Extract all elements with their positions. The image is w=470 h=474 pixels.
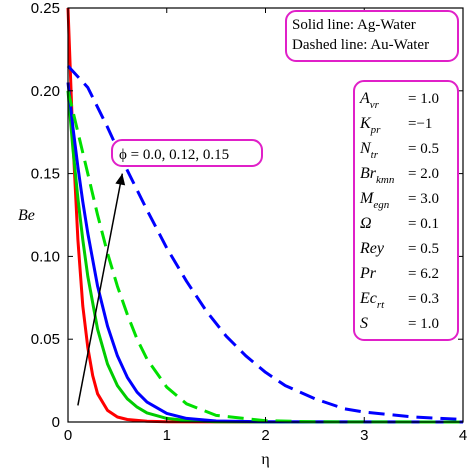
parameter-label: Brkmn xyxy=(360,165,395,186)
parameter-box xyxy=(353,80,459,341)
phi-label: ϕ = 0.0, 0.12, 0.15 xyxy=(119,147,229,163)
parameter-label: Rey xyxy=(359,240,385,257)
annotations: Solid line: Ag-Water Dashed line: Au-Wate… xyxy=(77,10,459,406)
increase-arrow-head xyxy=(115,173,126,186)
x-tick-label: 1 xyxy=(163,427,171,444)
parameter-label: Ntr xyxy=(359,140,379,161)
y-tick-label: 0.10 xyxy=(31,248,60,265)
parameter-value: = 2.0 xyxy=(408,166,439,182)
y-tick-label: 0.05 xyxy=(31,331,60,348)
parameter-value: = 1.0 xyxy=(408,316,439,332)
y-tick-label: 0 xyxy=(52,414,60,431)
increase-arrow-shaft xyxy=(77,173,124,406)
parameter-value: = 0.5 xyxy=(408,141,439,157)
series-line-4 xyxy=(66,90,464,424)
parameter-value: =−1 xyxy=(408,116,432,132)
parameter-label: Avr xyxy=(359,90,380,111)
legend-line: Dashed line: Au-Water xyxy=(292,37,429,53)
legend-line: Solid line: Ag-Water xyxy=(292,17,416,33)
parameter-label: Pr xyxy=(359,265,377,282)
y-axis-label: Be xyxy=(18,207,35,224)
legend-box xyxy=(285,10,459,62)
y-tick-label: 0.15 xyxy=(31,166,60,183)
y-tick-label: 0.25 xyxy=(31,0,60,17)
parameter-value: = 0.1 xyxy=(408,216,439,232)
parameter-value: = 6.2 xyxy=(408,266,439,282)
axis-ticks: 0 1 2 3 4 0 0.05 0.10 0.15 0.20 0.25 xyxy=(31,0,467,444)
y-tick-label: 0.20 xyxy=(31,83,60,100)
phi-label-box xyxy=(111,139,263,167)
parameter-label: S xyxy=(360,315,368,332)
parameter-label: Megn xyxy=(359,190,390,211)
x-tick-label: 3 xyxy=(360,427,368,444)
parameter-label: Ecrt xyxy=(359,290,385,311)
parameter-label: Ω xyxy=(360,215,372,232)
parameter-label: Kpr xyxy=(359,115,381,136)
parameter-value: = 3.0 xyxy=(408,191,439,207)
x-tick-label: 0 xyxy=(64,427,72,444)
parameter-value: = 0.5 xyxy=(408,241,439,257)
parameter-value: = 0.3 xyxy=(408,291,439,307)
x-tick-label: 4 xyxy=(459,427,467,444)
series-line-3 xyxy=(66,82,464,424)
x-tick-label: 2 xyxy=(261,427,269,444)
x-axis-label: η xyxy=(261,451,269,468)
parameter-value: = 1.0 xyxy=(408,91,439,107)
